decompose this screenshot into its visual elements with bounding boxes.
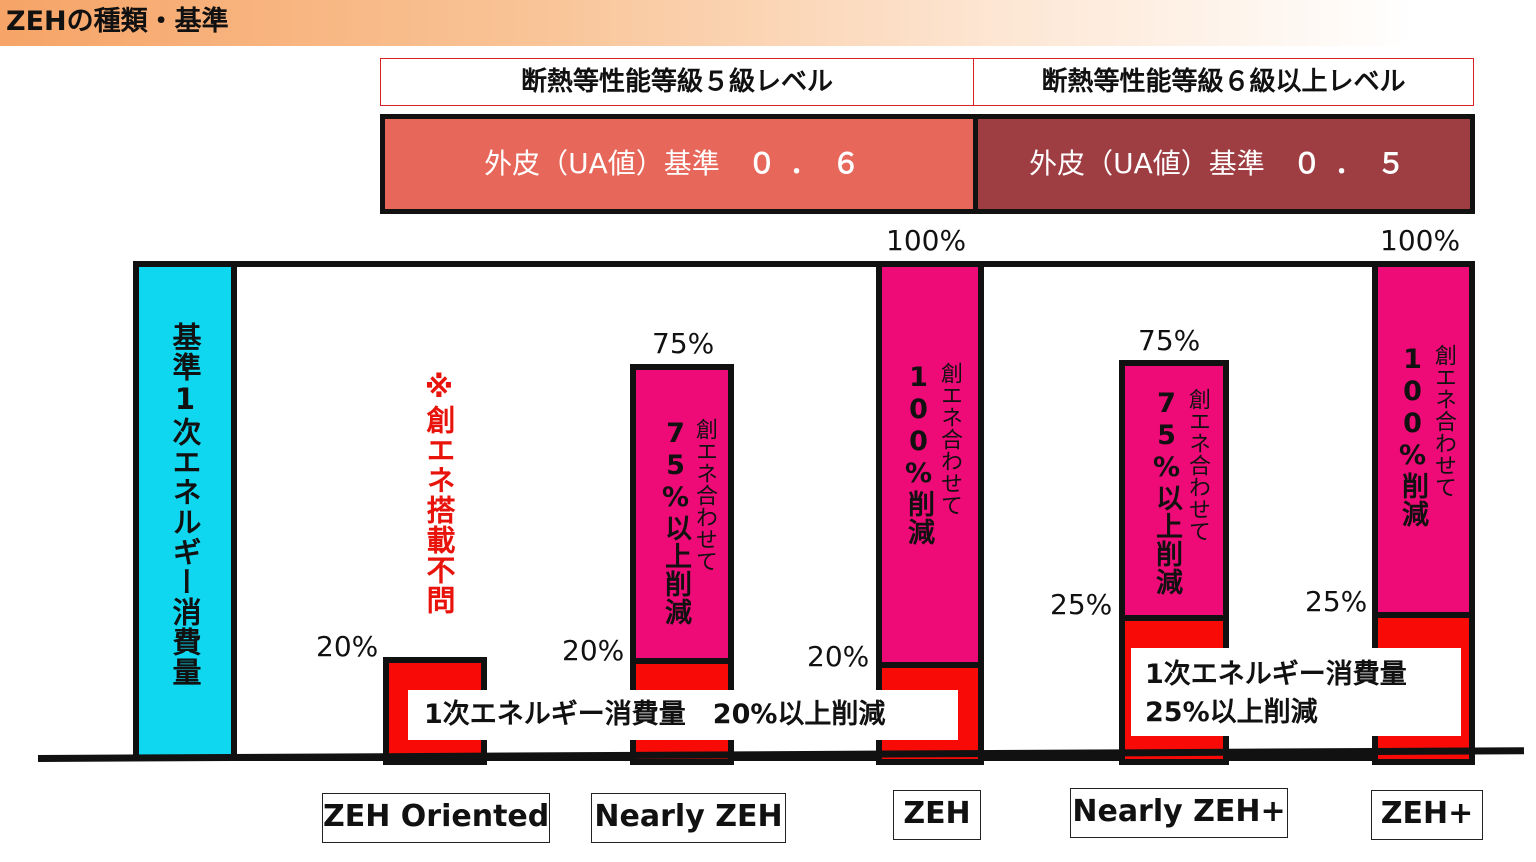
zeh-creation-bar (876, 261, 984, 669)
zeh-reduction-text: 100%削減 (903, 362, 934, 546)
zeh-oriented-red-percent: 20% (316, 630, 379, 663)
nearly-zeh-plus-creation-text: 創エネ合わせて (1185, 388, 1210, 542)
creation-energy-note: ※創エネ搭載不問 (422, 370, 456, 615)
nearly-zeh-top-percent: 75% (652, 327, 715, 360)
ua-standard-left-value: ０．６ (747, 147, 874, 180)
zeh-plus-top-percent: 100% (1380, 224, 1461, 257)
category-zeh-plus: ZEH+ (1371, 790, 1483, 840)
category-zeh-oriented: ZEH Oriented (322, 793, 550, 843)
category-zeh: ZEH (893, 790, 981, 840)
ua-standard-left-label: 外皮（UA値）基準 (484, 147, 720, 180)
nearly-zeh-plus-top-percent: 75% (1138, 324, 1201, 357)
zeh-plus-creation-bar (1372, 261, 1475, 621)
nearly-zeh-reduction-text: 75%以上削減 (660, 418, 691, 626)
zeh-red-percent: 20% (807, 640, 870, 673)
header-band (0, 0, 1536, 46)
reduction-label-25-line2: 25%以上削減 (1145, 697, 1318, 728)
ua-standard-right-value: ０．５ (1292, 147, 1419, 180)
zeh-creation-text: 創エネ合わせて (937, 362, 962, 516)
ua-standard-right-box: 外皮（UA値）基準 ０．５ (973, 114, 1475, 214)
nearly-zeh-plus-red-percent: 25% (1050, 588, 1113, 621)
ua-standard-left-box: 外皮（UA値）基準 ０．６ (380, 114, 978, 214)
zeh-plus-creation-text: 創エネ合わせて (1431, 344, 1456, 498)
reduction-label-25-line1: 1次エネルギー消費量 (1145, 659, 1407, 690)
category-nearly-zeh-plus: Nearly ZEH+ (1070, 788, 1288, 838)
insulation-level-5-box: 断熱等性能等級５級レベル (380, 58, 974, 106)
reduction-label-20: 1次エネルギー消費量 20%以上削減 (408, 690, 958, 740)
nearly-zeh-red-percent: 20% (562, 634, 625, 667)
zeh-top-percent: 100% (886, 224, 967, 257)
reduction-label-25: 1次エネルギー消費量 25%以上削減 (1131, 648, 1461, 736)
nearly-zeh-plus-creation-bar (1119, 360, 1229, 622)
zeh-plus-reduction-text: 100%削減 (1397, 344, 1428, 528)
insulation-level-6-box: 断熱等性能等級６級以上レベル (973, 58, 1474, 106)
baseline-energy-label: 基準1次エネルギー消費量 (168, 322, 202, 687)
nearly-zeh-plus-reduction-text: 75%以上削減 (1151, 388, 1182, 596)
zeh-plus-red-percent: 25% (1305, 585, 1368, 618)
category-nearly-zeh: Nearly ZEH (591, 793, 786, 843)
page-title: ZEHの種類・基準 (6, 6, 229, 37)
ua-standard-right-label: 外皮（UA値）基準 (1029, 147, 1265, 180)
nearly-zeh-creation-text: 創エネ合わせて (692, 418, 717, 572)
